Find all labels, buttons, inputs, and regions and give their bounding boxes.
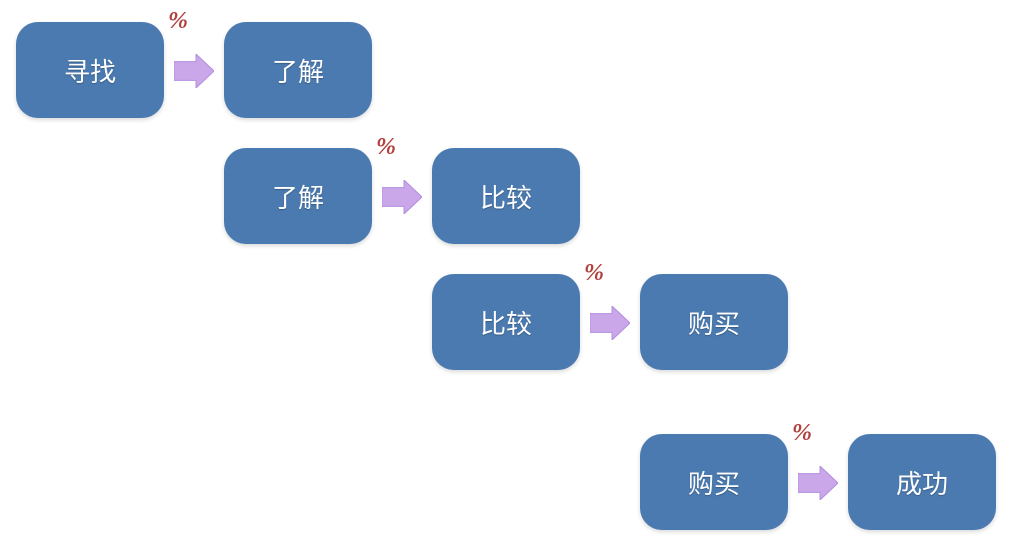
percent-label: % [168,8,188,35]
flow-node-label: 购买 [688,304,740,341]
flow-node-n4: 比较 [432,148,580,244]
arrow-right-icon [590,306,630,345]
flow-node-n5: 比较 [432,274,580,370]
flow-node-n1: 寻找 [16,22,164,118]
flow-node-n3: 了解 [224,148,372,244]
flow-node-label: 成功 [896,464,948,501]
flow-node-n2: 了解 [224,22,372,118]
flow-node-label: 了解 [272,52,324,89]
flow-node-n7: 购买 [640,434,788,530]
flow-node-label: 购买 [688,464,740,501]
flow-node-label: 寻找 [64,52,116,89]
flow-node-label: 比较 [480,304,532,341]
percent-label: % [584,260,604,287]
flowchart-stage: 寻找了解了解比较比较购买购买成功 % % % % [0,0,1024,551]
flow-node-label: 比较 [480,178,532,215]
flow-node-n6: 购买 [640,274,788,370]
arrow-right-icon [174,54,214,93]
arrow-right-icon [798,466,838,505]
flow-node-n8: 成功 [848,434,996,530]
flow-node-label: 了解 [272,178,324,215]
arrow-right-icon [382,180,422,219]
percent-label: % [792,420,812,447]
percent-label: % [376,134,396,161]
